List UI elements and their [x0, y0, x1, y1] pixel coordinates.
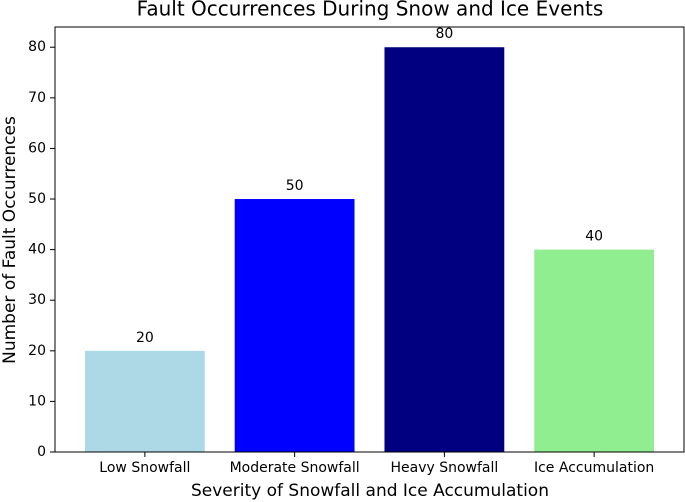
x-tick-label: Low Snowfall [99, 460, 190, 476]
bar [534, 249, 655, 452]
data-label: 20 [136, 330, 154, 346]
y-tick-label: 40 [28, 242, 46, 258]
data-label: 80 [435, 26, 453, 42]
bar [234, 199, 355, 452]
y-tick-label: 70 [28, 90, 46, 106]
y-tick-label: 30 [28, 292, 46, 308]
x-tick-label: Heavy Snowfall [390, 460, 498, 476]
y-tick-label: 10 [28, 393, 46, 409]
bar [84, 350, 205, 452]
x-tick-label: Ice Accumulation [534, 460, 654, 476]
y-tick-label: 50 [28, 191, 46, 207]
y-tick-label: 0 [37, 444, 46, 460]
y-tick-label: 80 [28, 39, 46, 55]
data-label: 40 [585, 229, 603, 245]
y-tick-label: 20 [28, 343, 46, 359]
bar [384, 47, 505, 452]
y-tick-label: 60 [28, 140, 46, 156]
data-label: 50 [286, 178, 304, 194]
chart-title: Fault Occurrences During Snow and Ice Ev… [137, 0, 604, 21]
plot-frame [54, 26, 685, 453]
x-axis-label: Severity of Snowfall and Ice Accumulatio… [191, 481, 549, 501]
y-axis-label: Number of Fault Occurrences [0, 116, 20, 364]
x-tick-label: Moderate Snowfall [230, 460, 360, 476]
